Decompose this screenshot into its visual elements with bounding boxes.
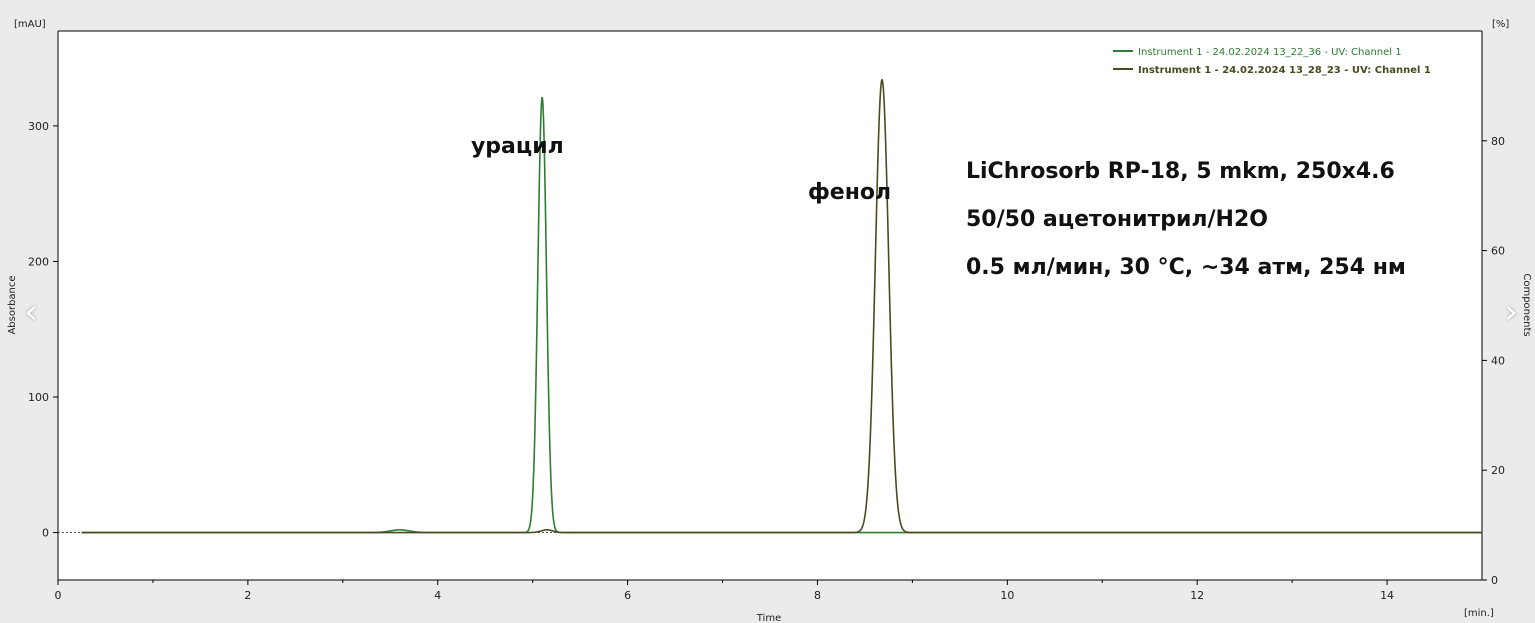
x-tick-label: 14 <box>1380 589 1394 602</box>
peak-label: урацил <box>471 134 564 159</box>
x-axis-unit: [min.] <box>1464 608 1494 619</box>
x-tick-label: 0 <box>55 589 62 602</box>
y-tick-label: 100 <box>28 391 49 404</box>
x-tick-label: 4 <box>434 589 441 602</box>
conditions-text-line: LiChrosorb RP-18, 5 mkm, 250x4.6 <box>966 159 1395 184</box>
legend-entry-label: Instrument 1 - 24.02.2024 13_22_36 - UV:… <box>1138 47 1402 58</box>
x-tick-label: 10 <box>1000 589 1014 602</box>
x-tick-label: 2 <box>244 589 251 602</box>
legend: Instrument 1 - 24.02.2024 13_22_36 - UV:… <box>1113 47 1431 76</box>
y-tick-label: 200 <box>28 255 49 268</box>
peak-label: фенол <box>808 180 891 205</box>
y-tick-label: 300 <box>28 120 49 133</box>
conditions-text-line: 0.5 мл/мин, 30 °C, ~34 атм, 254 нм <box>966 255 1406 280</box>
y-axis-title: Absorbance <box>7 275 18 334</box>
previous-arrow-icon[interactable]: ‹ <box>24 292 38 332</box>
next-arrow-icon[interactable]: › <box>1504 292 1518 332</box>
series-group <box>81 79 1482 534</box>
y2-tick-label: 80 <box>1491 135 1505 148</box>
annotations-group: урацил фенол LiChrosorb RP-18, 5 mkm, 250x… <box>471 134 1406 280</box>
y-tick-label: 0 <box>42 527 49 540</box>
x-tick-label: 12 <box>1190 589 1204 602</box>
y2-tick-label: 40 <box>1491 354 1505 367</box>
x-axis-title: Time <box>756 613 781 623</box>
y2-tick-label: 0 <box>1491 574 1498 587</box>
y2-tick-label: 60 <box>1491 245 1505 258</box>
legend-entry-label: Instrument 1 - 24.02.2024 13_28_23 - UV:… <box>1138 65 1431 76</box>
plot-area <box>58 31 1482 580</box>
x-tick-label: 6 <box>624 589 631 602</box>
y2-tick-label: 20 <box>1491 464 1505 477</box>
y2-axis-unit: [%] <box>1492 19 1509 30</box>
y-axis-unit: [mAU] <box>14 19 46 30</box>
x-tick-label: 8 <box>814 589 821 602</box>
conditions-text-line: 50/50 ацетонитрил/H2O <box>966 207 1268 232</box>
y2-axis-title: Components <box>1521 273 1532 336</box>
series-line-2 <box>81 79 1482 534</box>
